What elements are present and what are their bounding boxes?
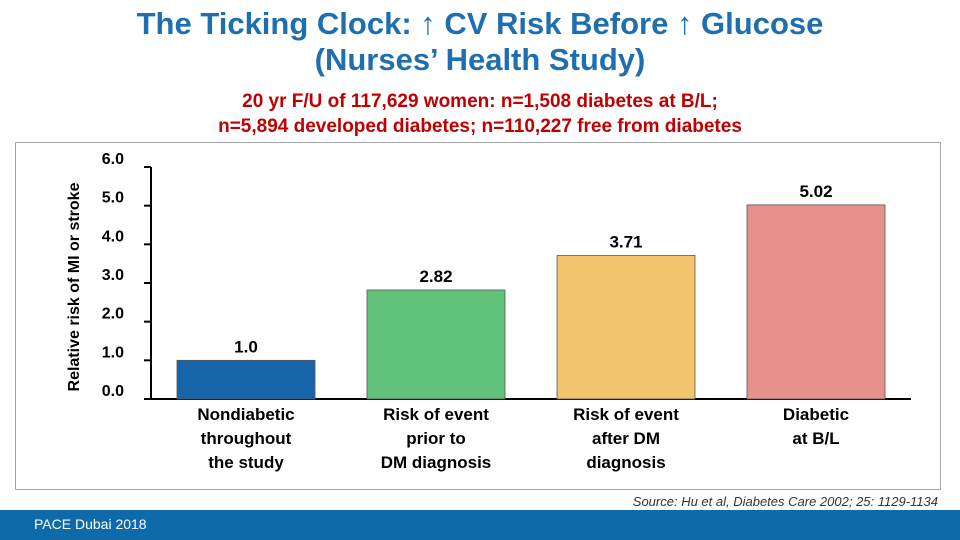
- bar-value-label: 5.02: [799, 182, 832, 201]
- x-category-label: the study: [208, 453, 284, 472]
- title-line-1: The Ticking Clock: ↑ CV Risk Before ↑ Gl…: [136, 6, 824, 41]
- bar-value-label: 3.71: [609, 233, 642, 252]
- chart-frame: 0.0 1.0 2.0 3.0 4.0 5.0 6.0 Relative risk of MI…: [15, 142, 941, 490]
- bar: [746, 204, 886, 400]
- x-category-label: Nondiabetic: [197, 405, 294, 424]
- y-tick-label: 1.0: [102, 344, 124, 361]
- bar-chart: 0.0 1.0 2.0 3.0 4.0 5.0 6.0 Relative risk of MI…: [66, 151, 911, 472]
- subtitle-line-1: 20 yr F/U of 117,629 women: n=1,508 diab…: [242, 91, 718, 112]
- bar-value-label: 2.82: [419, 267, 452, 286]
- slide-subtitle: 20 yr F/U of 117,629 women: n=1,508 diab…: [0, 89, 960, 139]
- bar: [556, 255, 696, 400]
- slide-title: The Ticking Clock: ↑ CV Risk Before ↑ Gl…: [0, 6, 960, 78]
- footer-label: PACE Dubai 2018: [34, 516, 147, 532]
- y-tick-label: 2.0: [102, 306, 124, 323]
- x-category-label: DM diagnosis: [381, 453, 492, 472]
- bar: [366, 289, 506, 400]
- x-category-label: at B/L: [792, 429, 839, 448]
- x-category-label: Risk of event: [573, 405, 679, 424]
- y-axis-label: Relative risk of MI or stroke: [66, 182, 83, 391]
- x-category-label: prior to: [406, 429, 466, 448]
- footer-bar: PACE Dubai 2018: [0, 510, 960, 540]
- y-tick-label: 4.0: [102, 228, 124, 245]
- source-citation: Source: Hu et al, Diabetes Care 2002; 25…: [632, 494, 938, 509]
- title-line-2: (Nurses’ Health Study): [314, 42, 646, 77]
- y-tick-label: 5.0: [102, 190, 124, 207]
- y-tick-label: 6.0: [102, 151, 124, 168]
- x-category-label: diagnosis: [586, 453, 665, 472]
- x-category-label: Diabetic: [783, 405, 849, 424]
- subtitle-line-2: n=5,894 developed diabetes; n=110,227 fr…: [218, 116, 742, 137]
- y-tick-label: 0.0: [102, 383, 124, 400]
- x-category-label: Risk of event: [383, 405, 489, 424]
- bar-value-label: 1.0: [234, 337, 258, 356]
- y-tick-label: 3.0: [102, 267, 124, 284]
- x-category-label: after DM: [592, 429, 660, 448]
- bar: [176, 359, 316, 400]
- x-category-label: throughout: [201, 429, 292, 448]
